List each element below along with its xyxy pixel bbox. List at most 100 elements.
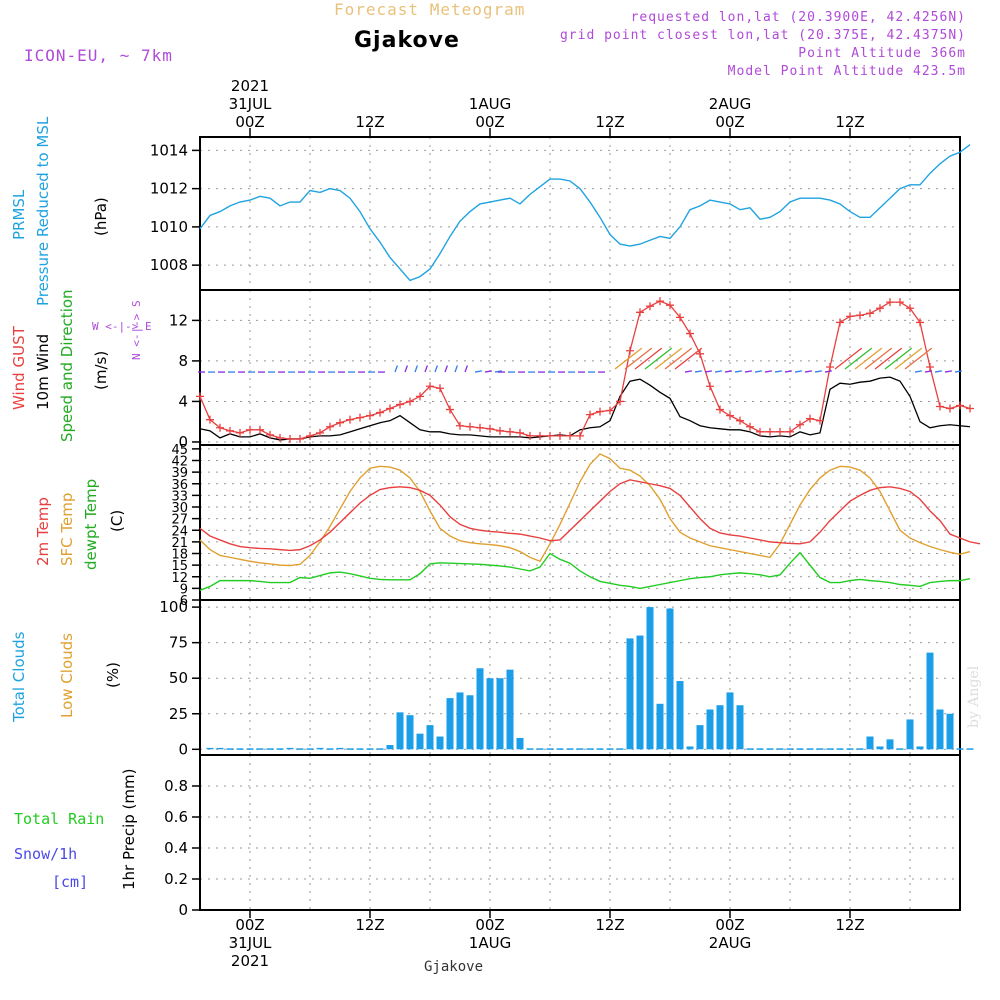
gust-marker	[426, 382, 434, 391]
x-tick-label-bottom: 12Z	[595, 916, 624, 934]
cloud-bar	[726, 692, 734, 750]
cloud-bar	[796, 748, 804, 750]
wind-direction-arrow	[424, 365, 429, 373]
cloud-bar	[646, 607, 654, 750]
model-altitude: Model Point Altitude 423.5m	[727, 64, 966, 79]
wind-direction-arrow	[474, 370, 483, 373]
cloud-bar	[226, 748, 234, 750]
x-tick-label-top: 2021	[231, 77, 269, 95]
gust-marker	[696, 349, 704, 358]
grid-point-coords: grid point closest lon,lat (20.375E, 42.…	[559, 28, 966, 43]
location-title: Gjakove	[354, 28, 460, 53]
wind-direction-arrow	[434, 365, 439, 373]
gust-marker	[716, 405, 724, 414]
x-tick-label-bottom: 12Z	[835, 916, 864, 934]
gust-marker	[436, 384, 444, 393]
cloud-bar	[256, 748, 264, 750]
sfc-temp-line	[199, 453, 971, 567]
cloud-bar	[676, 681, 684, 750]
wind-direction-arrow	[874, 347, 903, 370]
wind-direction-arrow	[744, 370, 753, 373]
gust-marker	[766, 427, 774, 436]
wind-direction-arrow	[934, 370, 943, 373]
gust-marker	[446, 405, 454, 414]
cloud-bar	[286, 747, 294, 750]
cloud-bar	[916, 746, 924, 750]
gust-marker	[336, 418, 344, 427]
gust-marker	[356, 413, 364, 422]
x-tick-label-top: 1AUG	[469, 95, 511, 113]
gust-marker	[326, 422, 334, 431]
gust-marker	[366, 411, 374, 420]
panel-frame	[199, 754, 961, 911]
x-tick-label-bottom: 1AUG	[469, 934, 511, 952]
gust-marker	[926, 362, 934, 371]
cloud-bar	[216, 747, 224, 750]
cloud-bar	[616, 748, 624, 750]
wind-direction-arrow	[444, 365, 449, 373]
cloud-bar	[826, 748, 834, 750]
cloud-bar	[446, 698, 454, 750]
y-tick-label: 75	[169, 634, 188, 652]
wind-direction-arrow	[864, 347, 893, 370]
cloud-bar	[786, 748, 794, 750]
x-tick-label-top: 12Z	[595, 113, 624, 131]
cloud-bar	[406, 715, 414, 750]
gust-marker	[466, 422, 474, 431]
y-tick-label: 45	[171, 443, 188, 458]
wind-direction-arrow	[824, 370, 833, 373]
gust-marker	[756, 427, 764, 436]
gust-marker	[486, 424, 494, 433]
gust-marker	[256, 425, 264, 434]
cloud-bar	[876, 746, 884, 750]
cloud-bar	[386, 745, 394, 750]
gust-marker	[266, 430, 274, 439]
gust-marker	[916, 318, 924, 327]
cloud-bar	[376, 748, 384, 750]
gust-marker	[956, 401, 964, 410]
temp2m-line	[199, 479, 981, 552]
wind-direction-arrow	[394, 365, 399, 373]
y-tick-label: 15	[171, 559, 188, 574]
cloud-bar	[516, 737, 524, 750]
y-tick-label: 12	[171, 571, 188, 586]
cloud-bar	[356, 748, 364, 750]
y-tick-label: 0.4	[164, 839, 188, 857]
cloud-bar	[556, 748, 564, 750]
cloud-bar	[336, 747, 344, 750]
wind-direction-arrow	[844, 347, 873, 370]
wind-direction-arrow	[954, 370, 963, 373]
y-tick-label: 9	[180, 582, 188, 597]
y-tick-label: 50	[169, 669, 188, 687]
x-tick-label-top: 00Z	[715, 113, 744, 131]
wind-direction-arrow	[634, 347, 663, 370]
pressure-line	[199, 144, 971, 282]
cloud-bar	[366, 748, 374, 750]
cloud-bar	[576, 748, 584, 750]
wind-direction-arrow	[764, 370, 773, 373]
cloud-bar	[466, 695, 474, 750]
gust-marker	[206, 415, 214, 424]
wind-direction-arrow	[484, 370, 493, 373]
gust-marker	[516, 428, 524, 437]
gust-marker	[546, 431, 554, 440]
wind-direction-arrow	[914, 370, 923, 373]
gust-marker	[736, 416, 744, 425]
gust-marker	[836, 318, 844, 327]
cloud-bar	[596, 748, 604, 750]
cloud-bar	[426, 725, 434, 750]
cloud-bar	[526, 748, 534, 750]
y-tick-label: 0.6	[164, 808, 188, 826]
point-altitude: Point Altitude 366m	[798, 46, 966, 61]
gust-marker	[946, 404, 954, 413]
gust-marker	[566, 431, 574, 440]
cloud-bar	[946, 713, 954, 750]
gust-marker	[776, 427, 784, 436]
gust-marker	[656, 297, 664, 306]
gust-marker	[666, 301, 674, 310]
snow-label: Snow/1h	[14, 845, 78, 863]
wind-direction-arrow	[654, 347, 683, 370]
wind-direction-arrow	[834, 347, 863, 370]
x-tick-label-bottom: 2021	[231, 952, 269, 970]
